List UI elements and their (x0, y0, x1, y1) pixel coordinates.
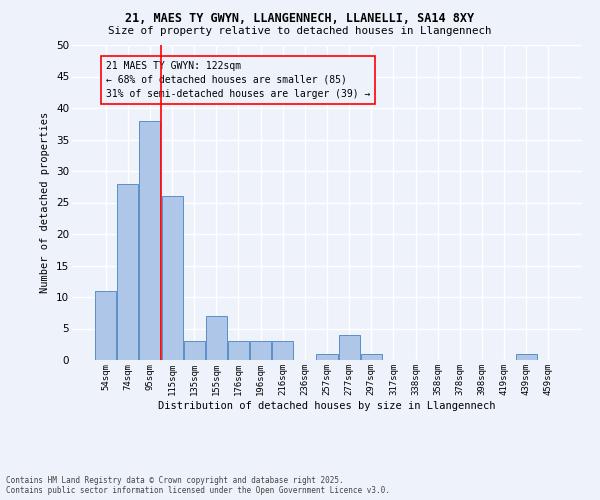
Bar (515, 354, 536, 360)
Text: 21 MAES TY GWYN: 122sqm
← 68% of detached houses are smaller (85)
31% of semi-de: 21 MAES TY GWYN: 122sqm ← 68% of detache… (106, 60, 371, 99)
X-axis label: Distribution of detached houses by size in Llangennech: Distribution of detached houses by size … (158, 400, 496, 410)
Text: 21, MAES TY GWYN, LLANGENNECH, LLANELLI, SA14 8XY: 21, MAES TY GWYN, LLANGENNECH, LLANELLI,… (125, 12, 475, 26)
Bar (184, 341, 205, 360)
Bar (95, 290, 116, 360)
Bar (161, 196, 182, 360)
Bar (361, 354, 382, 360)
Text: Contains HM Land Registry data © Crown copyright and database right 2025.
Contai: Contains HM Land Registry data © Crown c… (6, 476, 390, 495)
Bar (250, 341, 271, 360)
Bar (316, 354, 338, 360)
Bar (272, 341, 293, 360)
Y-axis label: Number of detached properties: Number of detached properties (40, 112, 50, 293)
Bar (228, 341, 249, 360)
Bar (118, 184, 139, 360)
Bar (338, 335, 359, 360)
Bar (139, 120, 160, 360)
Text: Size of property relative to detached houses in Llangennech: Size of property relative to detached ho… (108, 26, 492, 36)
Bar (206, 316, 227, 360)
